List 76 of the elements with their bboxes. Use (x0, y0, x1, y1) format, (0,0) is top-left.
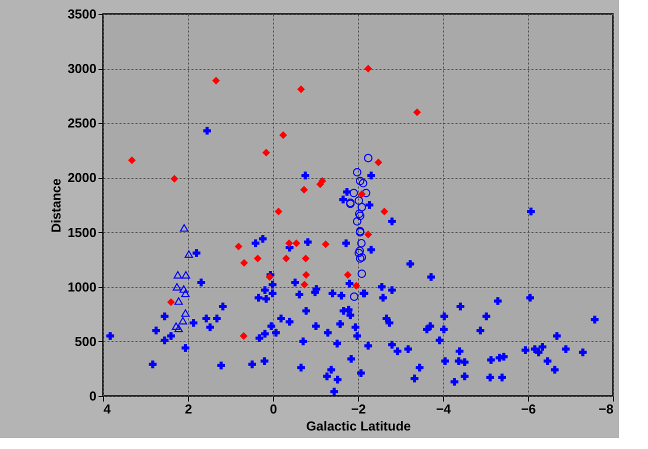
point (358, 253, 366, 262)
point (358, 270, 366, 278)
point (355, 246, 364, 256)
x-tick-label: 4 (104, 402, 112, 416)
point (274, 208, 282, 216)
y-tick-label: 3500 (68, 6, 96, 22)
point (302, 254, 310, 262)
point (279, 131, 288, 140)
point (357, 238, 366, 248)
point (172, 322, 180, 330)
y-tick-label: 1500 (68, 224, 96, 240)
point (292, 239, 300, 248)
y-tick-label: 0 (89, 388, 96, 404)
y-tick-label: 1000 (68, 279, 96, 294)
point (285, 239, 294, 248)
point (234, 242, 242, 250)
point (358, 202, 366, 212)
point (302, 270, 310, 279)
point (352, 217, 362, 226)
point (364, 230, 372, 238)
point (254, 254, 262, 262)
point (170, 174, 178, 183)
point (350, 292, 358, 301)
point (356, 254, 364, 263)
x-tick-label: 2 (184, 402, 192, 416)
y-tick-label: 2500 (68, 116, 96, 131)
x-tick-label: −6 (521, 402, 536, 416)
point (352, 282, 360, 290)
point (282, 254, 290, 262)
point (180, 224, 188, 232)
point (354, 196, 364, 205)
y-axis-title: Distance (48, 178, 64, 233)
point (364, 64, 372, 72)
point (356, 212, 364, 220)
y-tick-label: 500 (74, 334, 96, 349)
x-tick-label: 0 (270, 402, 278, 416)
point (262, 148, 270, 156)
point (300, 186, 308, 194)
point (344, 270, 352, 279)
point (179, 285, 188, 293)
x-tick-label: −8 (598, 402, 614, 416)
point (300, 280, 308, 289)
point (174, 324, 183, 332)
point (181, 309, 190, 317)
point (212, 76, 220, 84)
point (240, 332, 248, 340)
point (349, 188, 358, 198)
point (413, 108, 421, 116)
x-tick-label: −2 (351, 402, 366, 416)
point (240, 258, 248, 267)
point (174, 271, 182, 279)
point (358, 190, 366, 198)
point (364, 154, 372, 162)
point (174, 297, 183, 305)
x-axis-title: Galactic Latitude (306, 418, 411, 434)
point (266, 273, 274, 281)
point (167, 298, 175, 306)
point (354, 248, 364, 258)
y-tick-label: 3000 (68, 61, 96, 76)
point (352, 168, 362, 177)
point (374, 158, 382, 166)
point (182, 271, 190, 279)
point (322, 240, 330, 248)
point (184, 250, 194, 258)
point (356, 176, 364, 186)
point (297, 85, 305, 94)
point (181, 290, 190, 298)
point (178, 316, 188, 324)
point (172, 283, 182, 291)
point (358, 178, 368, 188)
point (355, 209, 364, 218)
point (380, 208, 388, 216)
point (362, 188, 370, 198)
y-tick-label: 2000 (68, 170, 96, 186)
point (128, 156, 136, 164)
x-tick-label: −4 (436, 402, 452, 416)
